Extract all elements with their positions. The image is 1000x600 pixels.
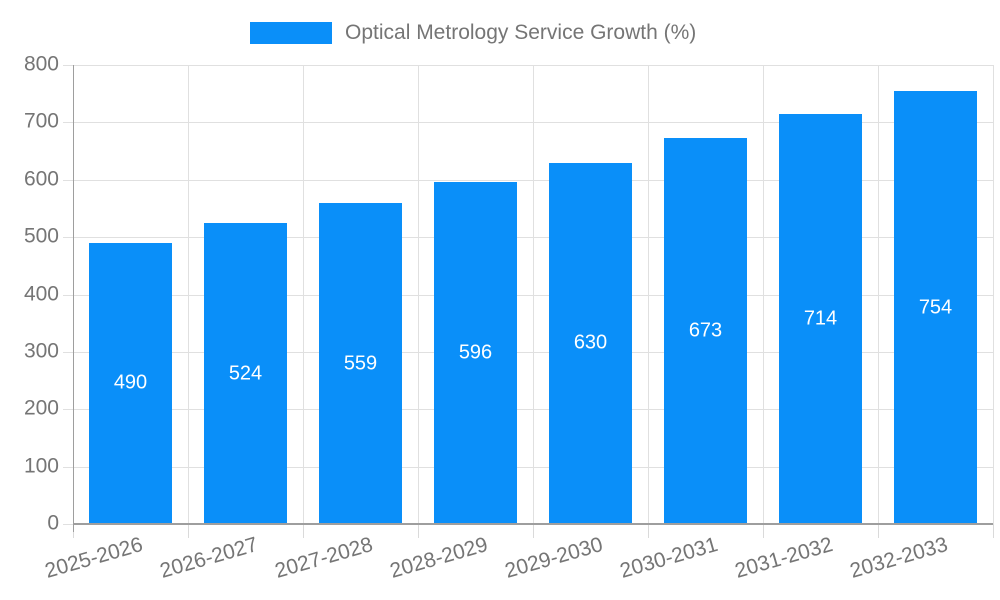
bar-value-label: 630 xyxy=(573,331,608,354)
bar-2030-2031[interactable] xyxy=(664,137,747,523)
bar-value-label: 490 xyxy=(113,371,148,394)
gridline-vertical xyxy=(188,65,189,524)
bar-value-label: 524 xyxy=(228,362,263,385)
x-axis-tick xyxy=(648,524,649,538)
legend: Optical Metrology Service Growth (%) xyxy=(250,21,696,44)
x-axis-tick xyxy=(418,524,419,538)
bar-2027-2028[interactable] xyxy=(319,203,402,523)
bar-value-label: 714 xyxy=(803,307,838,330)
gridline-vertical xyxy=(763,65,764,524)
bar-value-label: 559 xyxy=(343,352,378,375)
bar-2028-2029[interactable] xyxy=(434,182,517,523)
y-axis-tick xyxy=(63,65,73,66)
y-axis-tick xyxy=(63,122,73,124)
y-axis-label: 300 xyxy=(23,339,59,363)
gridline-vertical xyxy=(418,65,419,524)
y-axis-label: 100 xyxy=(23,454,59,478)
bar-2032-2033[interactable] xyxy=(894,91,977,523)
bar-value-label: 673 xyxy=(688,319,723,342)
bar-2031-2032[interactable] xyxy=(779,114,862,523)
x-axis-tick xyxy=(763,524,764,538)
y-axis-tick xyxy=(63,409,73,411)
bar-2029-2030[interactable] xyxy=(549,162,632,523)
y-axis-label: 600 xyxy=(23,167,59,191)
y-axis-label: 700 xyxy=(23,109,59,133)
bar-2025-2026[interactable] xyxy=(89,242,172,523)
y-axis-tick xyxy=(63,237,73,239)
y-axis-label: 400 xyxy=(23,282,59,306)
gridline-vertical xyxy=(303,65,304,524)
y-axis-tick xyxy=(63,351,73,353)
gridline-vertical xyxy=(648,65,649,524)
gridline-vertical xyxy=(878,65,879,524)
y-axis-label: 500 xyxy=(23,224,59,248)
x-axis-tick xyxy=(878,524,879,538)
gridline-vertical xyxy=(993,65,994,524)
y-axis-tick xyxy=(63,179,73,181)
x-axis-line xyxy=(73,523,993,525)
x-axis-tick xyxy=(533,524,534,538)
legend-swatch xyxy=(250,21,332,44)
x-axis-tick xyxy=(993,524,994,538)
y-axis-tick xyxy=(63,466,73,468)
y-axis-label: 800 xyxy=(23,52,59,76)
y-axis-line xyxy=(73,65,74,532)
bar-2026-2027[interactable] xyxy=(204,223,287,523)
y-axis-label: 0 xyxy=(47,511,59,535)
bar-value-label: 754 xyxy=(918,296,953,319)
y-axis-label: 200 xyxy=(23,396,59,420)
y-axis-tick xyxy=(63,294,73,296)
x-axis-tick xyxy=(188,524,189,538)
bar-value-label: 596 xyxy=(458,341,493,364)
gridline-vertical xyxy=(533,65,534,524)
legend-label: Optical Metrology Service Growth (%) xyxy=(345,20,697,44)
x-axis-tick xyxy=(303,524,304,538)
y-axis-tick xyxy=(63,524,73,525)
